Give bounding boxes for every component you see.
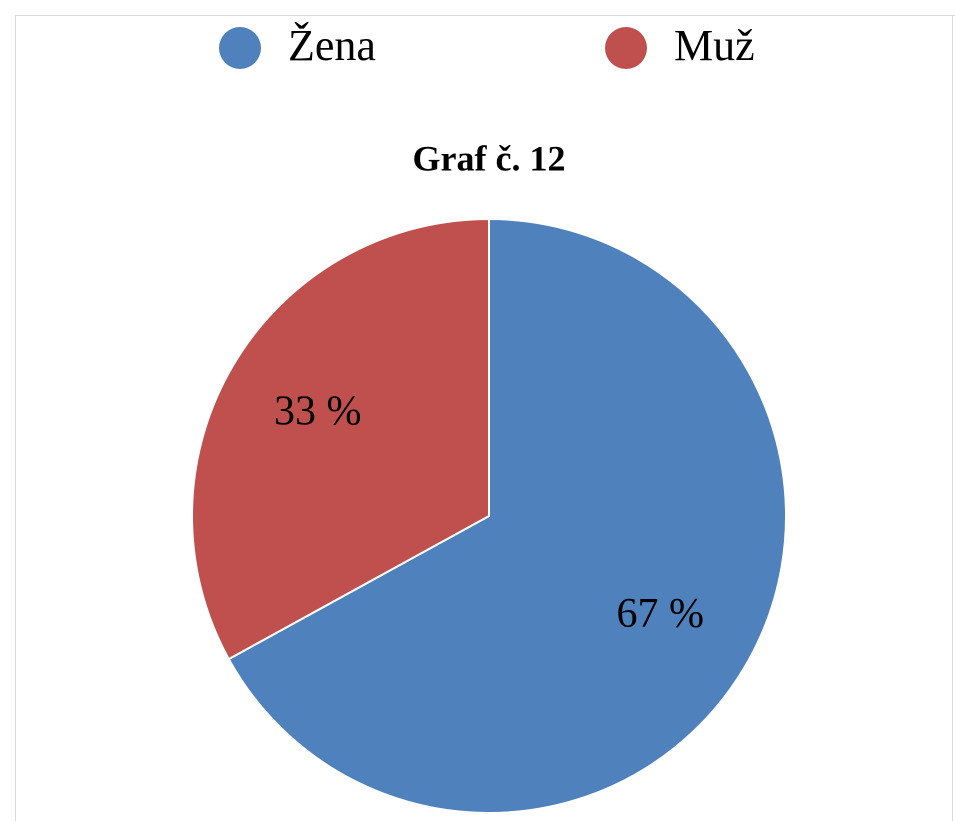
chart-title: Graf č. 12 xyxy=(413,138,566,178)
legend-marker xyxy=(605,27,647,69)
legend-label: Muž xyxy=(674,21,755,70)
data-label: 67 % xyxy=(617,591,705,637)
pie-slice xyxy=(227,217,787,814)
legend-label: Žena xyxy=(288,21,376,70)
pie-slice xyxy=(191,217,490,661)
legend-marker xyxy=(219,27,261,69)
data-label: 33 % xyxy=(274,388,362,434)
